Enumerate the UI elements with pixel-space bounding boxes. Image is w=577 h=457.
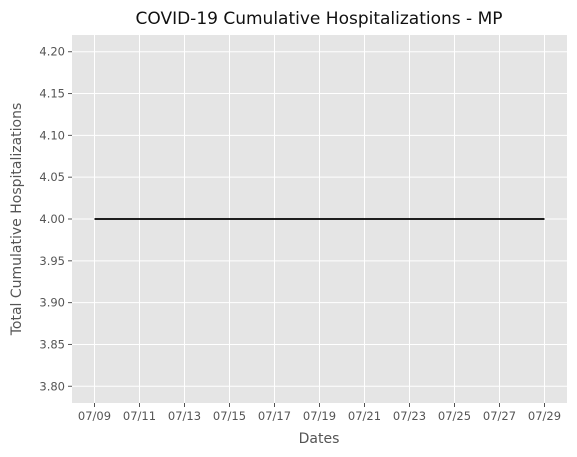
x-axis-label: Dates xyxy=(299,431,340,447)
tick-labels: 3.80 3.85 3.90 3.95 4.00 4.05 4.10 4.15 4.20 07/0… xyxy=(39,45,561,423)
y-tick-label: 4.05 xyxy=(39,170,65,184)
x-tick-label: 07/15 xyxy=(213,409,246,423)
x-tick-label: 07/25 xyxy=(438,409,471,423)
y-tick-label: 4.15 xyxy=(39,87,65,101)
x-tick-label: 07/19 xyxy=(303,409,336,423)
y-tick-label: 3.80 xyxy=(39,379,65,393)
y-tick-label: 4.00 xyxy=(39,212,65,226)
x-tick-label: 07/21 xyxy=(348,409,381,423)
y-tick-label: 3.95 xyxy=(39,254,65,268)
y-tick-label: 4.20 xyxy=(39,45,65,59)
y-tick-label: 3.90 xyxy=(39,296,65,310)
y-tick-label: 4.10 xyxy=(39,128,65,142)
y-tick-label: 3.85 xyxy=(39,337,65,351)
x-tick-label: 07/11 xyxy=(123,409,156,423)
x-tick-label: 07/23 xyxy=(393,409,426,423)
x-tick-label: 07/13 xyxy=(168,409,201,423)
x-tick-label: 07/29 xyxy=(528,409,561,423)
chart-title: COVID-19 Cumulative Hospitalizations - M… xyxy=(136,9,503,29)
y-axis-label: Total Cumulative Hospitalizations xyxy=(9,103,25,337)
x-tick-label: 07/27 xyxy=(483,409,516,423)
x-tick-label: 07/17 xyxy=(258,409,291,423)
x-tick-label: 07/09 xyxy=(78,409,111,423)
